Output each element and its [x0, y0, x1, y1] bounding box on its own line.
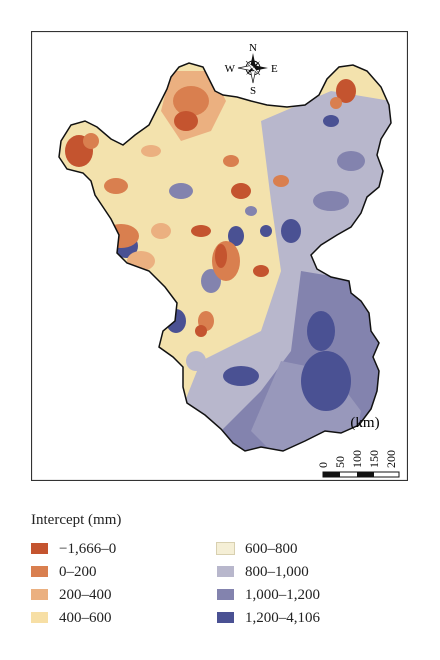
scale-bar: [322, 471, 400, 478]
scale-tick-50: 50: [333, 456, 347, 468]
legend-swatch: [31, 543, 48, 554]
compass-rose-icon: N S E W: [225, 42, 278, 97]
scale-tick-100: 100: [350, 450, 364, 468]
compass-south: S: [250, 85, 256, 97]
legend-swatch: [31, 612, 48, 623]
map-frame: N S E W (km) 0 50 100 150 200: [31, 31, 408, 481]
legend-label: 1,000–1,200: [245, 587, 320, 603]
legend-label: −1,666–0: [59, 541, 117, 557]
compass-west: W: [225, 63, 236, 75]
legend-label: 0–200: [59, 564, 97, 580]
compass-north: N: [249, 42, 257, 54]
legend-swatch: [217, 566, 234, 577]
legend-swatch: [31, 566, 48, 577]
compass-east: E: [271, 63, 278, 75]
legend-swatch: [216, 542, 235, 555]
legend-title: Intercept (mm): [31, 512, 122, 528]
scale-tick-150: 150: [367, 450, 381, 468]
legend-swatch: [217, 612, 234, 623]
legend-label: 400–600: [59, 610, 112, 626]
legend-label: 1,200–4,106: [245, 610, 320, 626]
legend-swatch: [31, 589, 48, 600]
legend-label: 200–400: [59, 587, 112, 603]
legend-label: 800–1,000: [245, 564, 309, 580]
region-boundary: [58, 62, 392, 452]
scale-tick-200: 200: [384, 450, 398, 468]
legend-label: 600–800: [245, 541, 298, 557]
scale-tick-0: 0: [316, 462, 330, 468]
legend-swatch: [217, 589, 234, 600]
scale-tick-labels: 0 50 100 150 200: [316, 450, 398, 468]
scale-unit: (km): [350, 415, 379, 431]
legend: Intercept (mm) −1,666–0 0–200 200–400 40…: [31, 512, 411, 652]
